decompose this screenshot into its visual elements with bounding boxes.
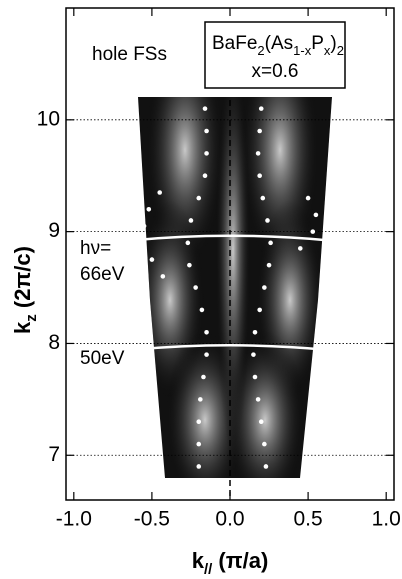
fs-point	[146, 207, 151, 212]
fs-point	[314, 213, 319, 218]
y-tick-label: 7	[48, 443, 60, 466]
text-part: (2π/c)	[10, 246, 35, 314]
x-tick-label: -1.0	[56, 508, 92, 531]
fs-point	[142, 224, 147, 229]
fs-point	[310, 229, 315, 234]
fs-point	[203, 173, 208, 178]
text-part: BaFe	[212, 33, 257, 54]
text-part: z	[23, 314, 40, 322]
fs-point	[196, 419, 201, 424]
text-part: P	[311, 33, 324, 54]
fs-point	[261, 196, 266, 201]
fs-point	[306, 196, 311, 201]
text-part: 2	[337, 43, 344, 58]
fs-point	[196, 464, 201, 469]
fs-point	[256, 397, 261, 402]
fs-point	[259, 419, 264, 424]
fs-point	[200, 308, 205, 313]
fs-point	[253, 330, 258, 335]
fs-point	[256, 151, 261, 156]
fs-point	[259, 106, 264, 111]
fs-point	[298, 246, 303, 251]
fs-point	[257, 308, 262, 313]
fs-point	[187, 263, 192, 268]
fs-point	[257, 129, 262, 134]
x-tick-label: 0.0	[215, 508, 244, 531]
fs-point	[204, 129, 209, 134]
fs-point	[142, 241, 147, 246]
chart: hν=66eV50eV hole FSs BaFe2(As1-xPx)2 x=0…	[0, 0, 402, 579]
fs-point	[262, 442, 267, 447]
fs-point	[157, 190, 162, 195]
fs-point	[253, 375, 258, 380]
fs-point	[189, 218, 194, 223]
fs-point	[267, 263, 272, 268]
text-part: (As	[265, 33, 294, 54]
fs-point	[186, 241, 191, 246]
fs-point	[161, 274, 166, 279]
composition: x=0.6	[251, 61, 298, 82]
fs-point	[193, 285, 198, 290]
y-tick-label: 9	[48, 219, 60, 242]
x-tick-label: 0.5	[293, 508, 322, 531]
fs-point	[201, 375, 206, 380]
fs-point	[262, 285, 267, 290]
y-axis-label: kz (2π/c)	[10, 246, 41, 334]
fs-point	[150, 257, 155, 262]
text-part: k	[192, 548, 205, 573]
fs-point	[265, 218, 270, 223]
fs-point	[251, 352, 256, 357]
fs-point	[196, 196, 201, 201]
map-highlight	[215, 50, 251, 450]
fs-point	[204, 151, 209, 156]
cut-label: 66eV	[80, 264, 125, 285]
intensity-map	[135, 30, 332, 510]
y-tick-label: 10	[37, 107, 60, 130]
y-tick-label: 8	[48, 331, 60, 354]
fs-point	[203, 106, 208, 111]
fs-point	[204, 352, 209, 357]
cut-label: hν=	[80, 238, 111, 259]
x-tick-label: 1.0	[372, 508, 401, 531]
text-part: 2	[257, 43, 264, 58]
fs-point	[198, 397, 203, 402]
text-part: 1-x	[293, 43, 312, 58]
x-tick-label: -0.5	[134, 508, 170, 531]
fs-point	[268, 241, 273, 246]
legend-text: hole FSs	[92, 44, 167, 65]
text-part: k	[10, 321, 35, 334]
fs-point	[196, 442, 201, 447]
cut-label: 50eV	[80, 348, 125, 369]
fs-point	[257, 173, 262, 178]
fs-point	[264, 464, 269, 469]
text-part: (π/a)	[212, 548, 268, 573]
x-axis-label: k// (π/a)	[192, 548, 269, 579]
fs-point	[204, 330, 209, 335]
